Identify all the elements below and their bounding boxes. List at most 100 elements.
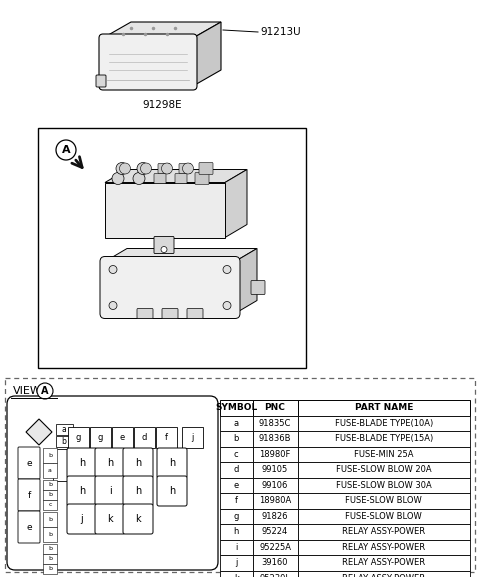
Text: SYMBOL: SYMBOL bbox=[215, 403, 257, 412]
Text: h: h bbox=[169, 486, 175, 496]
FancyBboxPatch shape bbox=[89, 426, 110, 448]
Bar bbox=[252, 447, 298, 462]
Bar bbox=[220, 415, 252, 431]
Text: a: a bbox=[234, 419, 239, 428]
Text: b: b bbox=[48, 556, 52, 561]
Bar bbox=[5, 378, 475, 572]
Text: g: g bbox=[75, 433, 81, 441]
FancyBboxPatch shape bbox=[43, 500, 57, 510]
FancyBboxPatch shape bbox=[67, 448, 97, 478]
Circle shape bbox=[141, 163, 152, 174]
Circle shape bbox=[37, 383, 53, 399]
Text: h: h bbox=[135, 458, 141, 468]
FancyBboxPatch shape bbox=[133, 426, 155, 448]
Text: h: h bbox=[79, 486, 85, 496]
Bar bbox=[252, 508, 298, 524]
FancyBboxPatch shape bbox=[43, 554, 57, 564]
FancyBboxPatch shape bbox=[53, 449, 67, 481]
Text: PART NAME: PART NAME bbox=[355, 403, 413, 412]
Text: j: j bbox=[81, 514, 84, 524]
Text: FUSE-SLOW BLOW 30A: FUSE-SLOW BLOW 30A bbox=[336, 481, 432, 490]
FancyBboxPatch shape bbox=[67, 476, 97, 506]
Bar bbox=[298, 508, 470, 524]
Text: h: h bbox=[79, 458, 85, 468]
Circle shape bbox=[120, 163, 131, 174]
Circle shape bbox=[109, 265, 117, 273]
Text: RELAY ASSY-POWER: RELAY ASSY-POWER bbox=[342, 574, 425, 577]
Bar bbox=[298, 571, 470, 577]
FancyBboxPatch shape bbox=[195, 173, 209, 185]
Bar bbox=[298, 524, 470, 539]
FancyBboxPatch shape bbox=[43, 512, 57, 527]
Polygon shape bbox=[105, 249, 257, 261]
Text: 95225A: 95225A bbox=[259, 543, 291, 552]
Bar bbox=[252, 431, 298, 447]
FancyBboxPatch shape bbox=[43, 564, 57, 574]
FancyBboxPatch shape bbox=[100, 257, 240, 319]
Text: i: i bbox=[235, 543, 238, 552]
Text: A: A bbox=[62, 145, 70, 155]
FancyBboxPatch shape bbox=[43, 544, 57, 554]
FancyBboxPatch shape bbox=[18, 511, 40, 543]
Bar bbox=[220, 462, 252, 478]
FancyBboxPatch shape bbox=[187, 309, 203, 319]
Polygon shape bbox=[26, 419, 52, 445]
Text: FUSE-SLOW BLOW 20A: FUSE-SLOW BLOW 20A bbox=[336, 465, 432, 474]
FancyBboxPatch shape bbox=[158, 163, 170, 174]
Text: k: k bbox=[234, 574, 239, 577]
Bar bbox=[220, 508, 252, 524]
Text: 95224: 95224 bbox=[262, 527, 288, 536]
Bar bbox=[252, 555, 298, 571]
Bar bbox=[252, 571, 298, 577]
Text: b: b bbox=[48, 493, 52, 497]
Bar bbox=[220, 478, 252, 493]
Bar bbox=[220, 571, 252, 577]
FancyBboxPatch shape bbox=[18, 447, 40, 479]
Text: VIEW: VIEW bbox=[13, 386, 42, 396]
Bar bbox=[220, 524, 252, 539]
Text: e: e bbox=[234, 481, 239, 490]
Text: b: b bbox=[48, 453, 52, 458]
FancyBboxPatch shape bbox=[67, 504, 97, 534]
FancyBboxPatch shape bbox=[56, 436, 72, 447]
Text: 91835C: 91835C bbox=[259, 419, 291, 428]
Text: 91213U: 91213U bbox=[260, 27, 300, 37]
Text: e: e bbox=[26, 523, 32, 531]
FancyBboxPatch shape bbox=[43, 479, 57, 490]
FancyBboxPatch shape bbox=[162, 309, 178, 319]
Circle shape bbox=[161, 246, 167, 253]
Text: 18980A: 18980A bbox=[259, 496, 291, 505]
Circle shape bbox=[116, 163, 128, 174]
Bar bbox=[38, 128, 306, 368]
FancyBboxPatch shape bbox=[95, 476, 125, 506]
Circle shape bbox=[56, 140, 76, 160]
Text: 99106: 99106 bbox=[262, 481, 288, 490]
FancyBboxPatch shape bbox=[43, 448, 57, 463]
Text: f: f bbox=[27, 490, 31, 500]
FancyBboxPatch shape bbox=[156, 426, 177, 448]
Text: c: c bbox=[234, 449, 239, 459]
FancyBboxPatch shape bbox=[99, 34, 197, 90]
Circle shape bbox=[182, 163, 193, 174]
Polygon shape bbox=[225, 170, 247, 238]
Bar bbox=[252, 524, 298, 539]
Circle shape bbox=[133, 173, 145, 185]
Bar bbox=[252, 493, 298, 508]
Text: g: g bbox=[97, 433, 103, 441]
Bar bbox=[220, 431, 252, 447]
FancyBboxPatch shape bbox=[179, 163, 191, 174]
FancyBboxPatch shape bbox=[7, 396, 218, 570]
Bar bbox=[252, 415, 298, 431]
Bar bbox=[220, 400, 252, 415]
Bar bbox=[252, 539, 298, 555]
FancyBboxPatch shape bbox=[137, 309, 153, 319]
Text: b: b bbox=[48, 517, 52, 522]
FancyBboxPatch shape bbox=[154, 174, 166, 183]
Bar bbox=[220, 447, 252, 462]
FancyBboxPatch shape bbox=[123, 476, 153, 506]
Bar bbox=[298, 447, 470, 462]
FancyBboxPatch shape bbox=[123, 448, 153, 478]
Text: 91298E: 91298E bbox=[142, 100, 182, 110]
Polygon shape bbox=[193, 22, 221, 86]
FancyBboxPatch shape bbox=[251, 280, 265, 294]
